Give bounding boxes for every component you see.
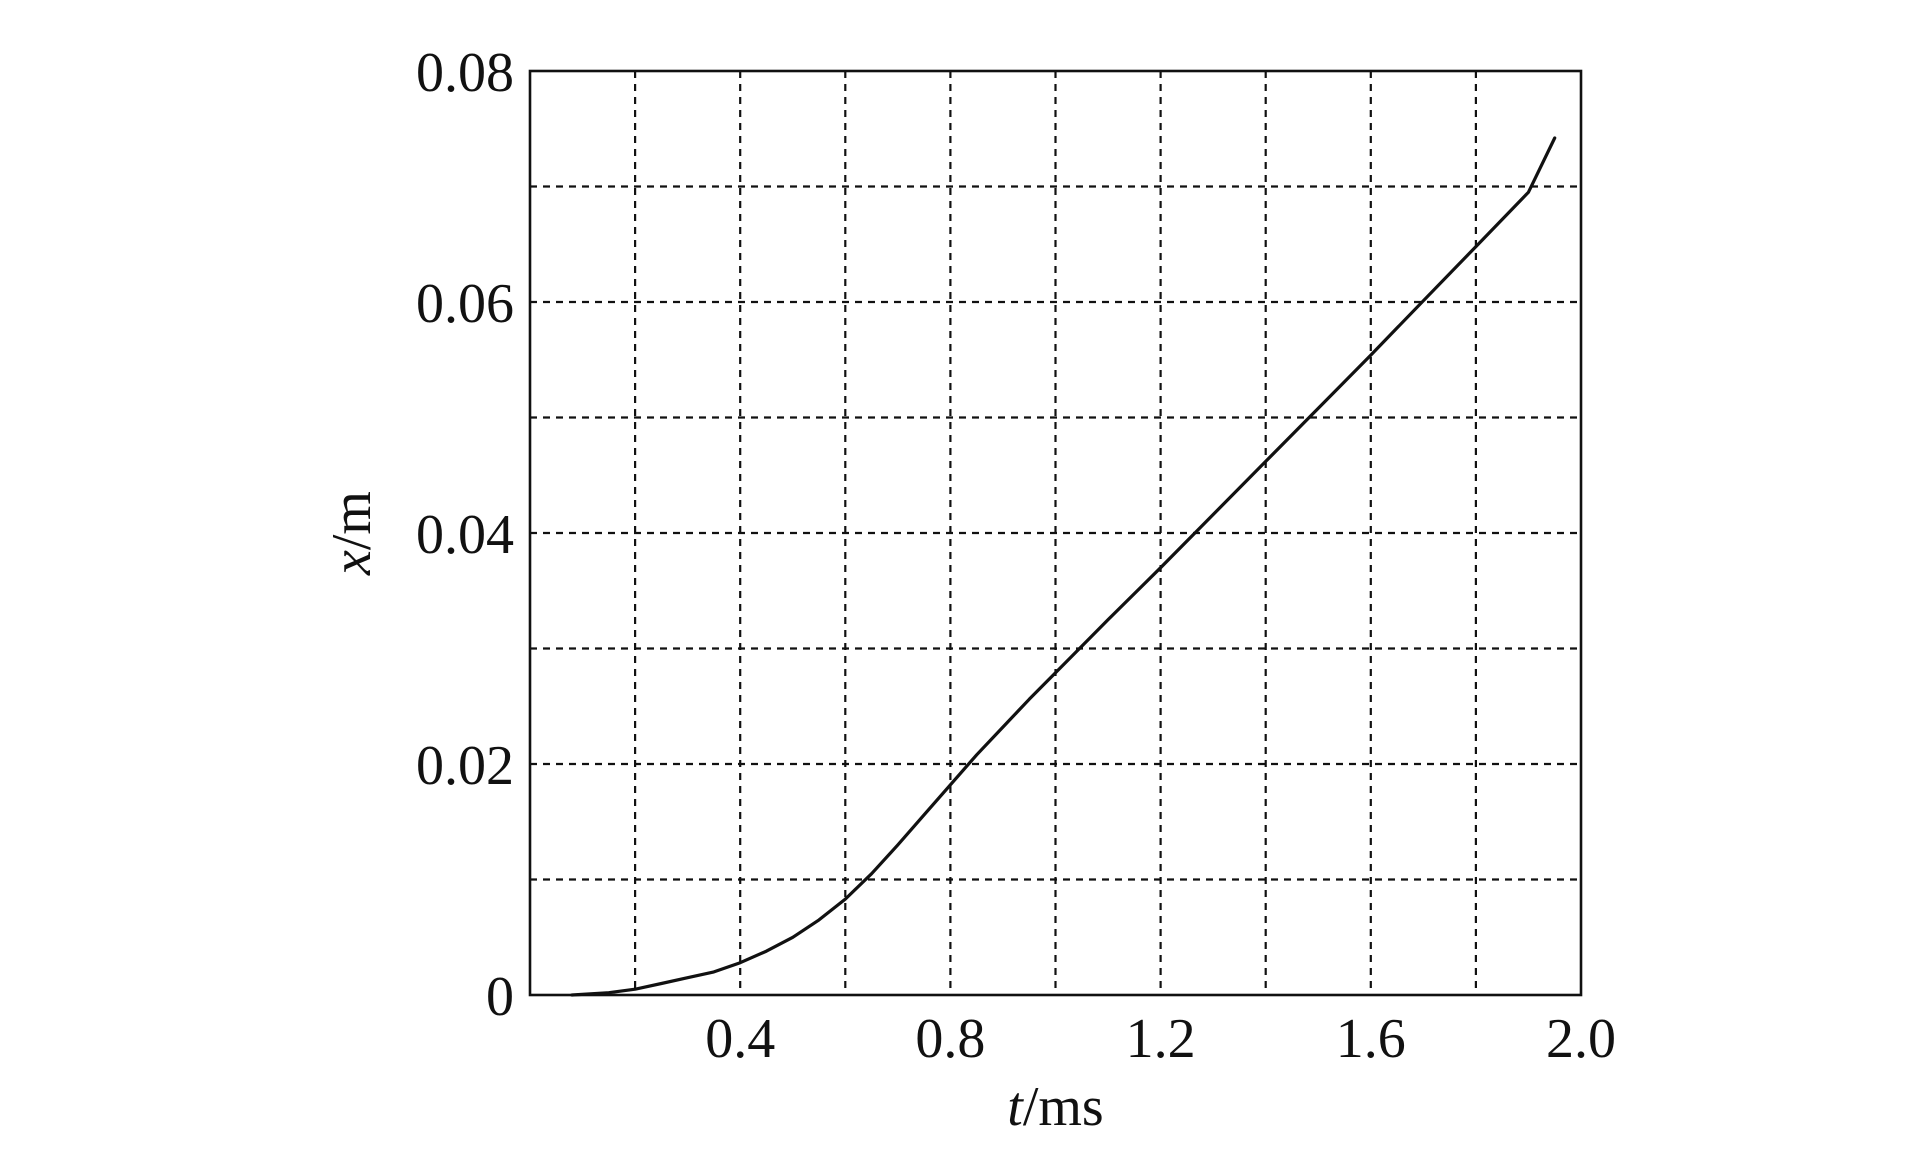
x-tick-label: 1.6 xyxy=(1336,1008,1406,1070)
plot-frame xyxy=(528,69,1583,997)
y-tick-label: 0.06 xyxy=(416,273,514,335)
x-axis-label-unit: /ms xyxy=(1023,1076,1104,1138)
grid-lines xyxy=(530,71,1581,995)
x-tick-label: 2.0 xyxy=(1546,1008,1616,1070)
x-axis-label: t/ms xyxy=(1007,1076,1103,1138)
x-tick-label: 1.2 xyxy=(1126,1008,1196,1070)
y-tick-label: 0.02 xyxy=(416,735,514,797)
series-group xyxy=(570,136,1557,997)
x-tick-label: 0.8 xyxy=(915,1008,985,1070)
y-axis-label-unit: /m xyxy=(321,491,383,550)
x-axis-label-variable: t xyxy=(1007,1076,1024,1138)
series-line xyxy=(570,136,1557,997)
y-axis-label-variable: x xyxy=(321,550,383,576)
y-axis-label: x/m xyxy=(321,491,383,576)
y-tick-labels: 0 0.02 0.04 0.06 0.08 xyxy=(416,42,514,1028)
y-tick-label: 0 xyxy=(486,966,514,1028)
x-tick-labels: 0.4 0.8 1.2 1.6 2.0 xyxy=(705,1008,1616,1070)
y-tick-label: 0.08 xyxy=(416,42,514,104)
y-tick-label: 0.04 xyxy=(416,504,514,566)
x-tick-label: 0.4 xyxy=(705,1008,775,1070)
